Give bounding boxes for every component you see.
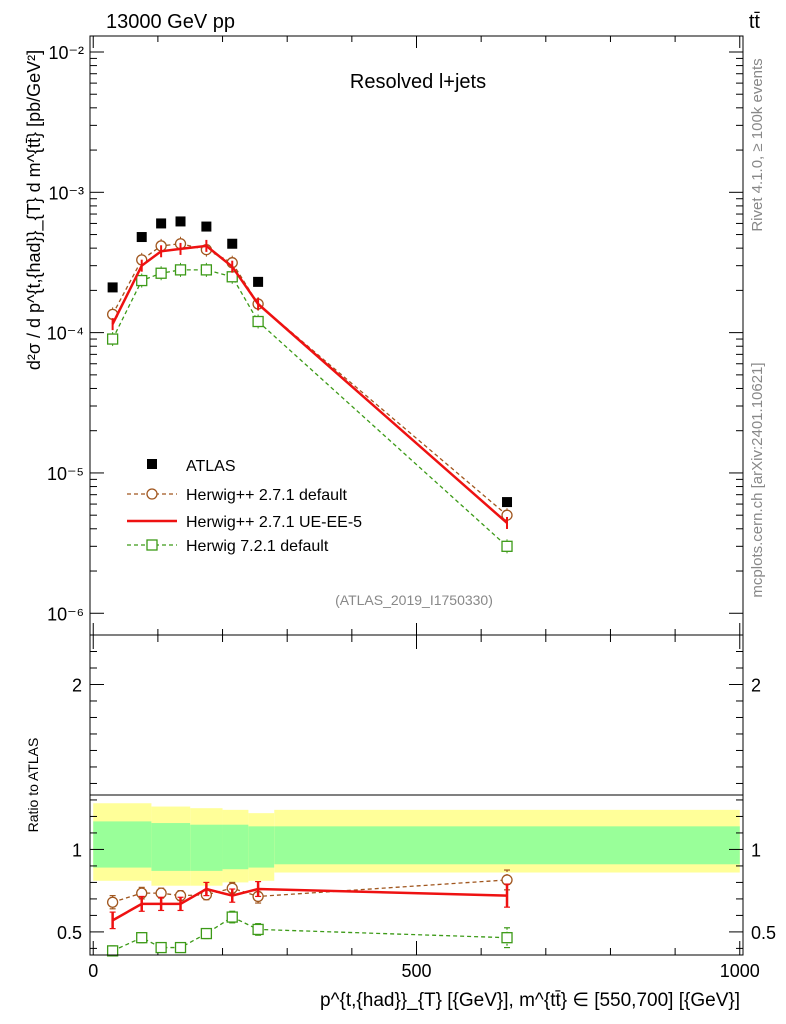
main-point-herwig7 bbox=[501, 540, 513, 552]
ratio-data-layer bbox=[106, 869, 513, 957]
main-axis-ticks: 10⁻⁶ 10⁻⁵ 10⁻⁴ 10⁻³ 10⁻² bbox=[47, 36, 743, 635]
rivet-label: Rivet 4.1.0, ≥ 100k events bbox=[749, 58, 766, 231]
ratio-band-inner bbox=[151, 823, 191, 871]
main-series-line-herwigpp-default bbox=[112, 243, 508, 516]
main-point-atlas bbox=[201, 221, 212, 232]
main-point-herwig7 bbox=[252, 315, 264, 328]
main-point-herwig7 bbox=[106, 333, 119, 345]
process-label: tt̄ bbox=[749, 11, 761, 33]
main-y-tick-label: 10⁻² bbox=[48, 43, 84, 63]
main-point-atlas bbox=[175, 216, 186, 227]
ratio-point-herwigpp-default bbox=[501, 874, 513, 886]
ratio-point-herwig7 bbox=[226, 911, 238, 923]
main-point-herwig7 bbox=[174, 264, 187, 276]
legend-marker-herwigpp-default bbox=[146, 488, 158, 500]
ratio-band-inner bbox=[222, 824, 249, 870]
mcplots-label: mcplots.cern.ch [arXiv:2401.10621] bbox=[749, 362, 766, 597]
main-data-layer bbox=[106, 216, 513, 554]
energy-label: 13000 GeV pp bbox=[106, 11, 235, 33]
main-point-herwig7 bbox=[200, 264, 213, 276]
ratio-band-inner bbox=[274, 826, 740, 865]
ratio-x-tick-label: 0 bbox=[88, 961, 98, 981]
main-point-atlas bbox=[107, 282, 118, 293]
ratio-series-line-herwigpp-ueee5 bbox=[112, 887, 508, 922]
ratio-point-herwigpp-default bbox=[106, 896, 119, 908]
ratio-y-tick-label-right: 0.5 bbox=[751, 923, 776, 943]
main-point-atlas bbox=[156, 218, 167, 229]
main-point-herwig7 bbox=[155, 267, 167, 279]
main-point-atlas bbox=[136, 232, 147, 243]
ratio-point-herwig7 bbox=[155, 941, 167, 954]
ratio-point-herwig7 bbox=[252, 923, 264, 936]
legend-marker-atlas bbox=[147, 459, 157, 469]
main-point-atlas bbox=[227, 238, 238, 249]
legend: ATLAS Herwig++ 2.7.1 default Herwig++ 2.… bbox=[127, 458, 362, 555]
legend-label-herwigpp-ueee5: Herwig++ 2.7.1 UE-EE-5 bbox=[186, 514, 362, 531]
main-y-tick-label: 10⁻⁵ bbox=[47, 464, 84, 484]
ratio-x-tick-label: 500 bbox=[401, 961, 431, 981]
ratio-y-tick-label-right: 2 bbox=[751, 675, 761, 695]
ratio-band-inner bbox=[190, 824, 223, 871]
main-point-herwig7 bbox=[136, 274, 148, 287]
ratio-y-tick-label: 1 bbox=[72, 840, 82, 860]
ratio-point-herwig7 bbox=[501, 932, 513, 944]
legend-label-herwig7: Herwig 7.2.1 default bbox=[186, 538, 329, 555]
legend-marker-herwig7 bbox=[146, 539, 158, 551]
main-y-axis-title: d²σ / d p^{t,{had}}_{T} d m^{tt̄} [pb/Ge… bbox=[24, 50, 45, 370]
ratio-band-inner bbox=[248, 826, 275, 868]
ratio-x-tick-label: 1000 bbox=[720, 961, 760, 981]
main-point-atlas bbox=[502, 497, 513, 508]
ratio-point-herwig7 bbox=[106, 945, 119, 957]
ratio-band-inner bbox=[93, 821, 152, 868]
main-series-line-herwig7 bbox=[112, 269, 508, 547]
ratio-uncertainty-bands bbox=[93, 803, 740, 886]
legend-label-atlas: ATLAS bbox=[186, 458, 236, 475]
main-y-tick-label: 10⁻⁶ bbox=[47, 604, 84, 624]
main-point-atlas bbox=[253, 276, 264, 287]
analysis-label: (ATLAS_2019_I1750330) bbox=[335, 592, 493, 608]
ratio-plot-frame bbox=[89, 634, 744, 956]
ratio-point-herwigpp-default bbox=[155, 887, 167, 899]
main-series-line-herwigpp-ueee5 bbox=[111, 244, 508, 524]
ratio-series-line-herwig7 bbox=[112, 916, 508, 952]
ratio-y-tick-label: 0.5 bbox=[57, 923, 82, 943]
ratio-point-herwig7 bbox=[200, 927, 213, 940]
legend-label-herwigpp-default: Herwig++ 2.7.1 default bbox=[186, 487, 348, 504]
ratio-point-herwig7 bbox=[174, 941, 187, 954]
x-axis-title: p^{t,{had}}_{T} [{GeV}], m^{tt̄} ∈ [550,… bbox=[320, 990, 740, 1011]
main-title: Resolved l+jets bbox=[350, 71, 486, 93]
ratio-axis-ticks: 0.5 0.5 1 1 2 2 0 500 1000 bbox=[57, 635, 776, 981]
ratio-y-axis-title: Ratio to ATLAS bbox=[25, 738, 41, 833]
ratio-y-tick-label-right: 1 bbox=[751, 840, 761, 860]
ratio-point-herwig7 bbox=[136, 932, 148, 944]
main-y-tick-label: 10⁻³ bbox=[48, 183, 84, 203]
main-y-tick-label: 10⁻⁴ bbox=[47, 324, 84, 344]
ratio-y-tick-label: 2 bbox=[72, 675, 82, 695]
